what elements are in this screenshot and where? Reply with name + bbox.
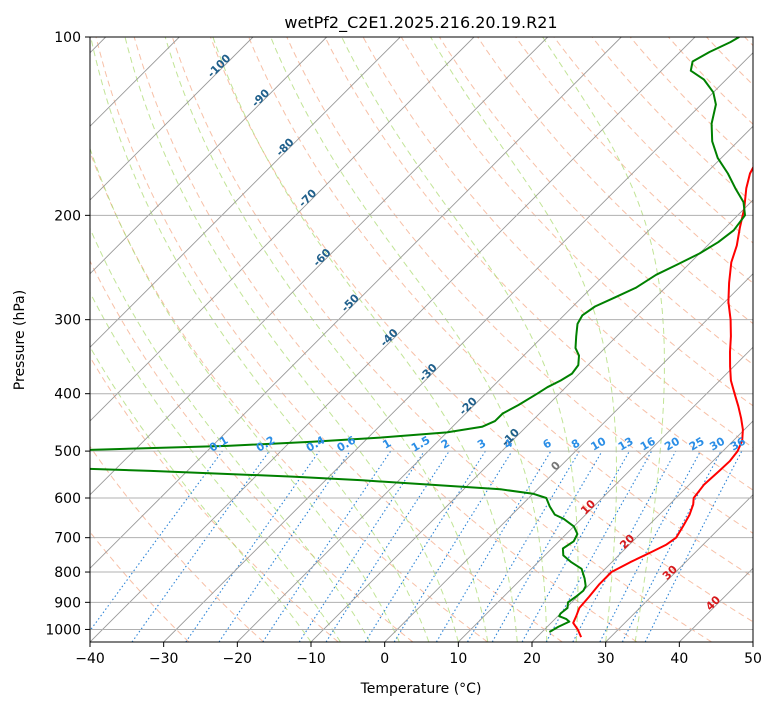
x-tick-label: 20 bbox=[523, 651, 541, 667]
y-tick-label: 900 bbox=[54, 595, 81, 611]
pressure-grid bbox=[90, 37, 753, 642]
moist-adiabat-line bbox=[542, 37, 665, 642]
dry-adiabat-line bbox=[95, 37, 563, 642]
isotherm-line bbox=[531, 420, 753, 642]
isotherm-line bbox=[236, 125, 753, 642]
mixing-ratio-line bbox=[545, 450, 653, 642]
mixing-ratio-line bbox=[521, 450, 630, 642]
mixing-ratio-line bbox=[325, 450, 450, 642]
moist-adiabat-line bbox=[341, 37, 579, 642]
y-tick-label: 200 bbox=[54, 208, 81, 224]
isotherm-line bbox=[310, 199, 753, 642]
moist-adiabat-line bbox=[90, 37, 430, 642]
x-tick-label: −20 bbox=[223, 651, 253, 667]
profile-lines bbox=[90, 37, 753, 638]
mixing-ratio-line bbox=[393, 450, 513, 642]
y-tick-label: 400 bbox=[54, 387, 81, 403]
y-tick-label: 1000 bbox=[45, 622, 81, 638]
plot-background bbox=[90, 37, 753, 642]
dewpoint-profile-line bbox=[90, 37, 746, 633]
x-axis-title: Temperature (°C) bbox=[360, 681, 482, 697]
x-axis: −40 −30 −20 −10 0 10 20 30 40 50 bbox=[75, 642, 762, 667]
mixing-ratio-line bbox=[262, 450, 392, 642]
x-tick-label: 0 bbox=[380, 651, 389, 667]
mixing-ratio-line bbox=[298, 450, 425, 642]
moist-adiabat-line bbox=[90, 227, 371, 642]
dry-adiabat-line bbox=[210, 37, 753, 623]
isotherm-line bbox=[90, 37, 401, 348]
x-tick-label: −10 bbox=[296, 651, 326, 667]
temperature-profile-line bbox=[572, 165, 753, 638]
dry-adiabat-line bbox=[90, 356, 339, 642]
dry-adiabat-line bbox=[248, 37, 753, 578]
moist-adiabat-line bbox=[430, 37, 617, 642]
isotherm-line bbox=[90, 37, 475, 422]
background-lines bbox=[90, 37, 753, 642]
isotherm-line bbox=[163, 52, 753, 642]
dry-adiabat-line bbox=[90, 259, 414, 642]
isotherm-line bbox=[605, 494, 753, 642]
y-axis-title: Pressure (hPa) bbox=[12, 290, 28, 390]
y-tick-label: 600 bbox=[54, 491, 81, 507]
moist-adiabat-line bbox=[124, 37, 459, 642]
dry-adiabat-line bbox=[90, 445, 264, 642]
isotherm-line bbox=[90, 37, 696, 642]
moist-adiabat-line bbox=[90, 291, 341, 642]
isotherm-line bbox=[90, 37, 328, 275]
mixing-ratio-line bbox=[218, 450, 351, 642]
y-tick-label: 100 bbox=[54, 30, 81, 46]
y-axis: 100 200 300 400 500 600 700 800 900 1000 bbox=[45, 30, 90, 638]
x-tick-label: 50 bbox=[744, 651, 762, 667]
plot-frame bbox=[89, 36, 754, 643]
isotherm-line bbox=[90, 37, 549, 496]
mixing-ratio-line bbox=[131, 450, 270, 642]
mixing-ratio-line bbox=[90, 450, 223, 632]
x-tick-label: −40 bbox=[75, 651, 105, 667]
moist-adiabat-line bbox=[270, 37, 548, 642]
dry-adiabat-line bbox=[515, 37, 753, 284]
moist-adiabat-line bbox=[212, 37, 518, 642]
isotherm-line bbox=[90, 37, 622, 569]
mixing-ratio-line bbox=[572, 450, 677, 642]
dry-adiabat-line bbox=[171, 37, 712, 642]
x-tick-label: 10 bbox=[449, 651, 467, 667]
x-tick-label: 30 bbox=[597, 651, 615, 667]
isotherm-line bbox=[90, 37, 254, 201]
dry-adiabat-line bbox=[324, 37, 753, 491]
y-tick-label: 800 bbox=[54, 565, 81, 581]
isotherm-line bbox=[457, 346, 753, 642]
isotherm-line bbox=[384, 273, 753, 642]
x-tick-label: 40 bbox=[670, 651, 688, 667]
y-tick-label: 500 bbox=[54, 444, 81, 460]
x-tick-label: −30 bbox=[149, 651, 179, 667]
moist-adiabat-line bbox=[164, 37, 489, 642]
mixing-ratio-line bbox=[644, 450, 743, 642]
dry-adiabat-line bbox=[286, 37, 753, 534]
y-tick-label: 300 bbox=[54, 313, 81, 329]
y-tick-label: 700 bbox=[54, 531, 81, 547]
chart-title: wetPf2_C2E1.2025.216.20.19.R21 bbox=[284, 13, 557, 33]
mixing-ratio-line bbox=[185, 450, 320, 642]
